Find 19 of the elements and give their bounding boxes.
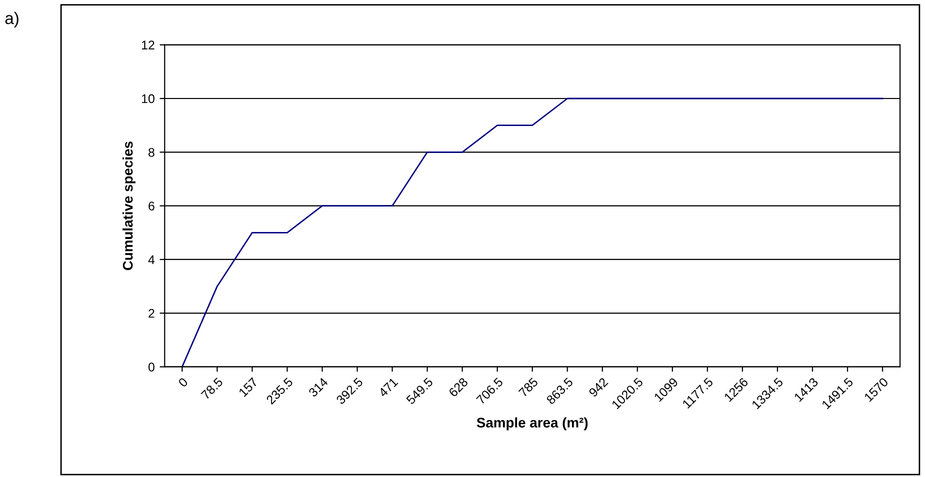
x-tick-label: 785 [518,377,538,398]
x-tick-label: 0 [178,377,188,388]
x-tick-label: 314 [308,377,328,398]
y-axis-title: Cumulative species [122,142,136,270]
x-axis-title: Sample area (m²) [476,417,588,430]
y-tick-label: 0 [148,362,154,372]
x-tick-label: 78.5 [200,377,224,400]
x-tick-label: 157 [238,377,258,398]
y-tick-label: 6 [148,202,154,210]
x-tick-label: 628 [448,377,468,398]
y-tick-label: 2 [148,308,154,318]
text: a) [5,12,18,28]
x-tick-label: 942 [588,377,608,398]
line-series [181,98,884,367]
y-tick-label: 8 [148,148,154,157]
y-tick-label: 12 [142,40,154,50]
y-tick-label: 10 [142,94,154,104]
y-tick-label: 4 [148,255,155,264]
x-tick-label: 471 [378,377,398,398]
